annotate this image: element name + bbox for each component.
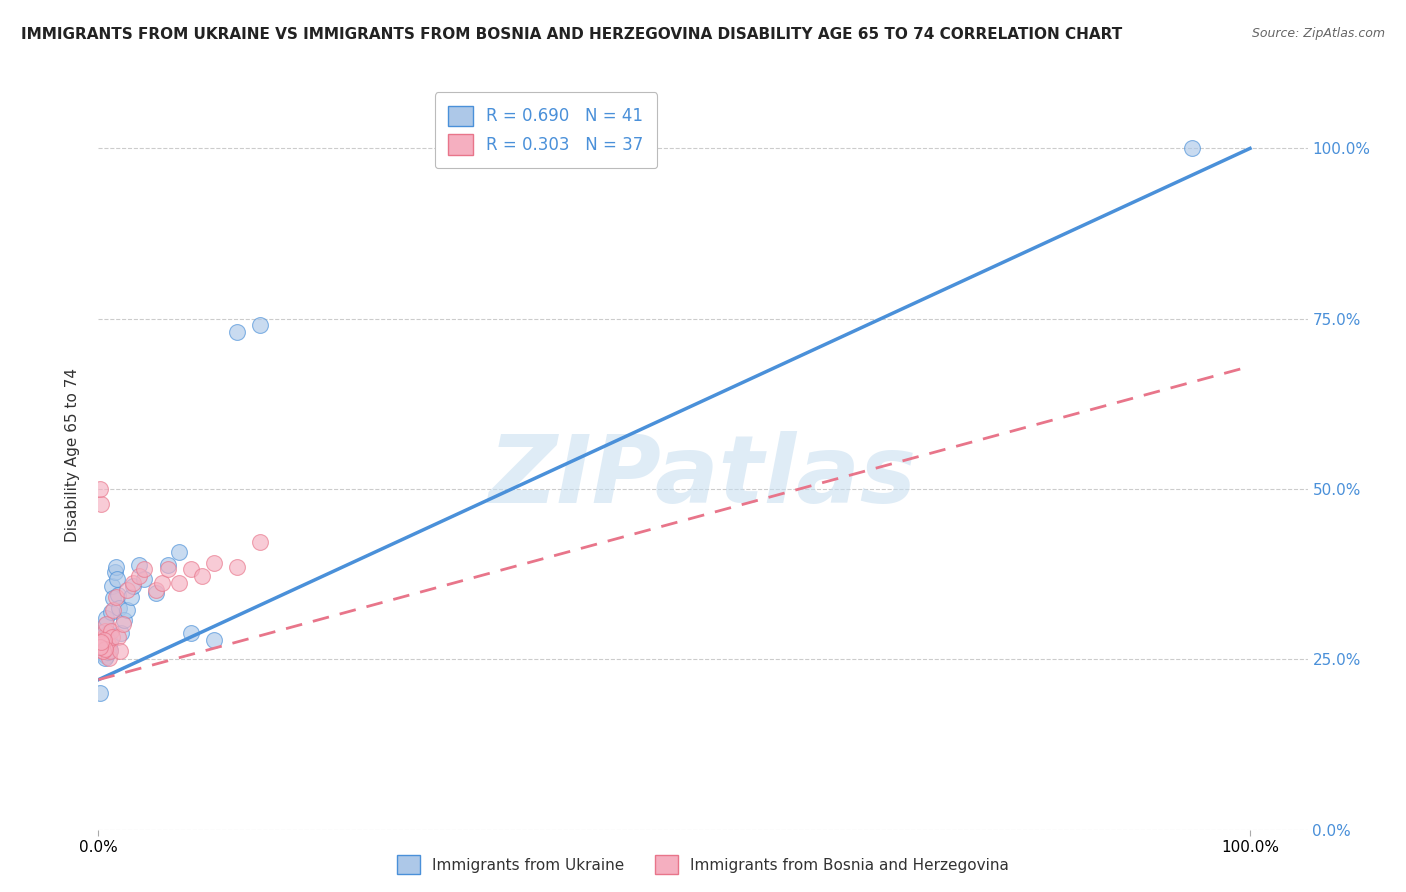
Point [94,651,117,665]
Point [100,605,122,619]
Point [249,318,271,333]
Point [156,562,179,576]
Point [110,644,132,658]
Point [115,582,138,597]
Point [98,635,121,649]
Point [120,590,142,604]
Point [100,624,122,638]
Point [150,576,173,591]
Point [89,640,111,654]
Point [202,556,225,570]
Point [90,625,112,640]
Point [97,645,120,659]
Point [180,626,202,640]
Point [96,648,118,663]
Legend: Immigrants from Ukraine, Immigrants from Bosnia and Herzegovina: Immigrants from Ukraine, Immigrants from… [391,849,1015,880]
Point [225,326,247,340]
Point [103,591,125,605]
Point [107,631,129,645]
Point [97,637,120,651]
Point [90,639,112,653]
Point [145,585,167,599]
Point [105,572,128,586]
Point [110,626,132,640]
Point [103,603,125,617]
Point [115,603,138,617]
Text: Source: ZipAtlas.com: Source: ZipAtlas.com [1251,27,1385,40]
Point [108,601,131,615]
Point [90,635,112,649]
Point [249,535,271,549]
Point [1181,141,1204,155]
Point [145,582,167,597]
Point [90,637,112,651]
Point [191,569,214,583]
Point [90,632,112,646]
Point [94,642,117,657]
Point [122,576,145,591]
Point [97,626,120,640]
Point [90,635,112,649]
Point [94,624,117,638]
Point [98,644,121,658]
Point [122,579,145,593]
Point [103,565,125,579]
Point [104,590,127,604]
Legend: R = 0.690   N = 41, R = 0.303   N = 37: R = 0.690 N = 41, R = 0.303 N = 37 [434,93,657,168]
Point [93,631,115,645]
Point [90,497,112,511]
Point [107,588,129,602]
Point [128,558,150,573]
Point [101,631,124,645]
Point [89,686,111,700]
Point [134,562,156,576]
Point [134,572,156,586]
Point [112,613,135,627]
Point [91,639,114,653]
Point [90,633,112,648]
Point [167,544,190,558]
Point [93,633,115,648]
Point [101,579,124,593]
Point [180,562,202,576]
Point [104,560,127,574]
Point [96,611,118,625]
Point [167,576,190,591]
Point [90,637,112,651]
Point [225,560,247,574]
Point [97,640,120,654]
Point [91,642,114,657]
Point [96,616,118,631]
Point [202,633,225,648]
Text: ZIPatlas: ZIPatlas [489,432,917,524]
Point [111,616,134,631]
Y-axis label: Disability Age 65 to 74: Disability Age 65 to 74 [65,368,80,542]
Point [94,618,117,632]
Point [98,642,121,657]
Point [156,558,179,573]
Point [91,644,114,658]
Point [93,647,115,661]
Point [97,651,120,665]
Point [91,644,114,658]
Point [93,642,115,657]
Point [128,569,150,583]
Text: IMMIGRANTS FROM UKRAINE VS IMMIGRANTS FROM BOSNIA AND HERZEGOVINA DISABILITY AGE: IMMIGRANTS FROM UKRAINE VS IMMIGRANTS FR… [21,27,1122,42]
Point [89,482,111,496]
